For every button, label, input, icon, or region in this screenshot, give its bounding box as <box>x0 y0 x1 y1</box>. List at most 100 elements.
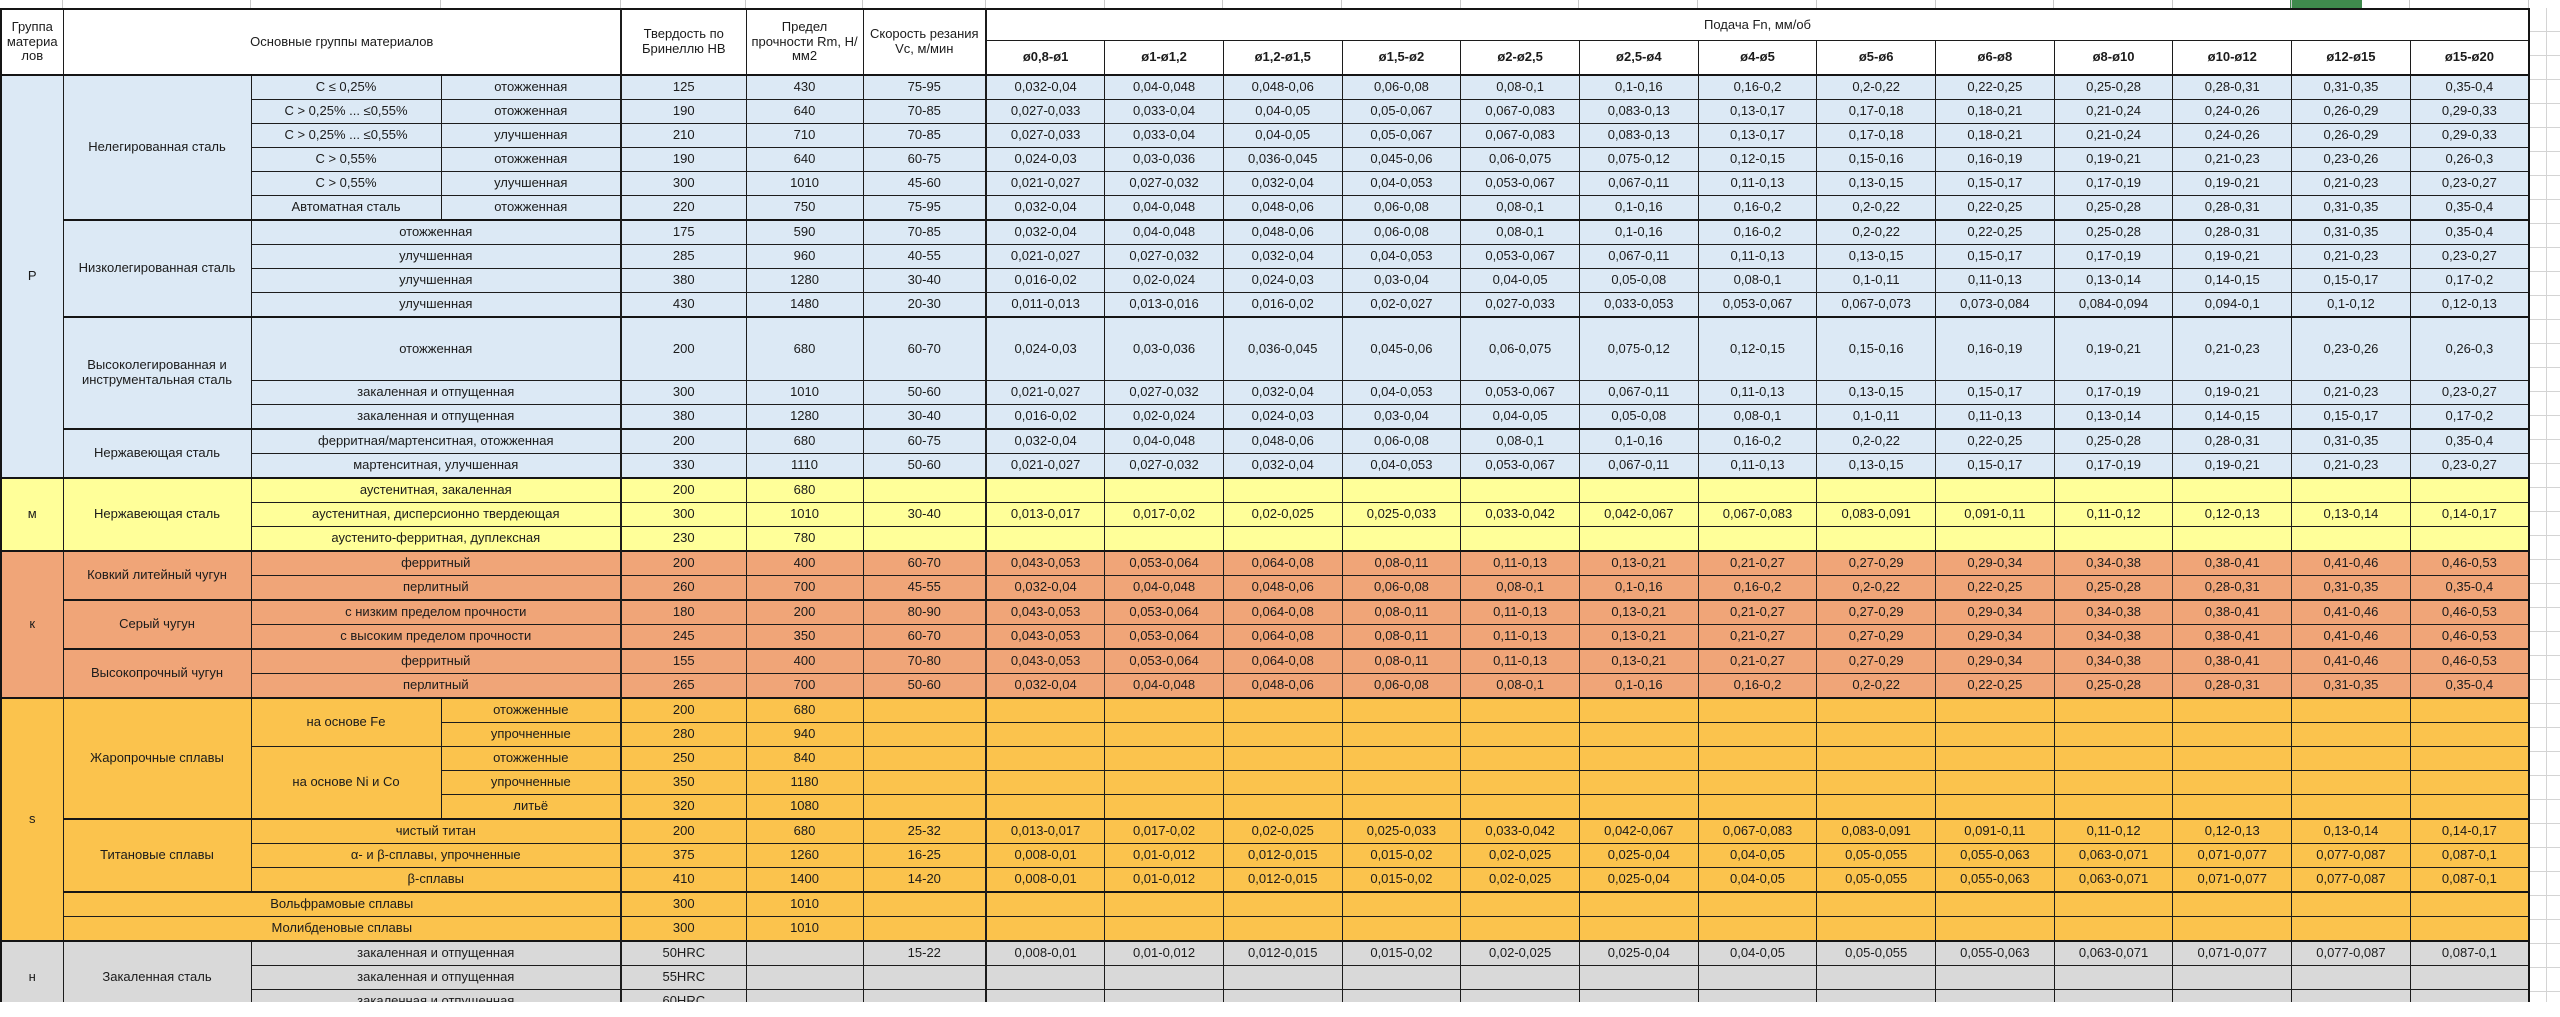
feed-cell[interactable] <box>1935 916 2055 942</box>
feed-cell[interactable]: 0,01-0,012 <box>1104 843 1224 868</box>
feed-cell[interactable]: 0,032-0,04 <box>1222 453 1343 479</box>
feed-cell[interactable]: 0,04-0,05 <box>1460 404 1580 430</box>
material-state-cell[interactable]: мартенситная, улучшенная <box>250 453 622 479</box>
feed-cell[interactable]: 0,084-0,094 <box>2053 292 2174 318</box>
feed-cell[interactable]: 0,024-0,03 <box>1222 404 1343 430</box>
feed-cell[interactable]: 0,34-0,38 <box>2053 599 2174 625</box>
feed-cell[interactable]: 0,19-0,21 <box>2172 244 2293 269</box>
feed-cell[interactable]: 0,06-0,075 <box>1460 316 1580 381</box>
material-name-cell[interactable]: Высокопрочный чугун <box>62 648 252 699</box>
material-state-cell[interactable]: отожженная <box>440 195 622 221</box>
material-state-cell[interactable]: закаленная и отпущенная <box>250 404 622 430</box>
strength-cell[interactable]: 840 <box>745 746 864 771</box>
feed-cell[interactable]: 0,25-0,28 <box>2053 195 2174 221</box>
feed-cell[interactable]: 0,26-0,29 <box>2291 99 2411 124</box>
feed-cell[interactable] <box>985 916 1106 942</box>
feed-cell[interactable]: 0,31-0,35 <box>2291 575 2411 601</box>
speed-cell[interactable] <box>862 722 987 747</box>
feed-cell[interactable]: 0,27-0,29 <box>1816 648 1937 674</box>
header-brinell-hardness[interactable]: Твердость по Бринеллю HB <box>620 8 747 76</box>
feed-cell[interactable]: 0,008-0,01 <box>985 867 1106 893</box>
strength-cell[interactable]: 1180 <box>745 770 864 795</box>
feed-cell[interactable]: 0,06-0,08 <box>1341 575 1462 601</box>
feed-cell[interactable]: 0,032-0,04 <box>985 575 1106 601</box>
feed-cell[interactable]: 0,34-0,38 <box>2053 648 2174 674</box>
feed-cell[interactable]: 0,14-0,15 <box>2172 268 2293 293</box>
material-name-cell[interactable]: Вольфрамовые сплавы <box>62 891 622 917</box>
feed-cell[interactable]: 0,22-0,25 <box>1935 575 2055 601</box>
feed-cell[interactable]: 0,08-0,1 <box>1460 219 1580 245</box>
material-state-cell[interactable]: ферритный <box>250 550 622 576</box>
feed-cell[interactable] <box>1816 477 1937 503</box>
feed-cell[interactable]: 0,048-0,06 <box>1222 74 1343 100</box>
feed-cell[interactable]: 0,08-0,11 <box>1341 550 1462 576</box>
feed-cell[interactable]: 0,17-0,18 <box>1816 99 1937 124</box>
feed-cell[interactable]: 0,008-0,01 <box>985 843 1106 868</box>
feed-cell[interactable]: 0,053-0,067 <box>1460 453 1580 479</box>
feed-cell[interactable]: 0,053-0,064 <box>1104 648 1224 674</box>
feed-cell[interactable] <box>2172 526 2293 552</box>
feed-cell[interactable] <box>1104 965 1224 990</box>
feed-cell[interactable]: 0,2-0,22 <box>1816 575 1937 601</box>
feed-cell[interactable]: 0,16-0,2 <box>1697 219 1818 245</box>
speed-cell[interactable]: 14-20 <box>862 867 987 893</box>
speed-cell[interactable]: 30-40 <box>862 404 987 430</box>
feed-cell[interactable] <box>1460 477 1580 503</box>
hardness-cell[interactable]: 200 <box>620 428 747 454</box>
feed-cell[interactable] <box>985 697 1106 723</box>
feed-cell[interactable]: 0,04-0,05 <box>1460 268 1580 293</box>
feed-cell[interactable] <box>2172 891 2293 917</box>
feed-cell[interactable]: 0,29-0,33 <box>2409 99 2530 124</box>
feed-cell[interactable]: 0,25-0,28 <box>2053 575 2174 601</box>
feed-cell[interactable]: 0,46-0,53 <box>2409 599 2530 625</box>
hardness-cell[interactable]: 200 <box>620 550 747 576</box>
feed-cell[interactable]: 0,048-0,06 <box>1222 673 1343 699</box>
hardness-cell[interactable]: 280 <box>620 722 747 747</box>
feed-cell[interactable]: 0,25-0,28 <box>2053 74 2174 100</box>
feed-cell[interactable]: 0,05-0,067 <box>1341 123 1462 148</box>
feed-cell[interactable]: 0,19-0,21 <box>2172 453 2293 479</box>
header-main-material-groups[interactable]: Основные группы материалов <box>62 8 622 76</box>
feed-cell[interactable]: 0,071-0,077 <box>2172 867 2293 893</box>
group-letter-cell[interactable]: к <box>0 550 64 699</box>
feed-cell[interactable]: 0,26-0,29 <box>2291 123 2411 148</box>
speed-cell[interactable]: 70-85 <box>862 219 987 245</box>
feed-cell[interactable] <box>1935 526 2055 552</box>
feed-cell[interactable] <box>1697 770 1818 795</box>
hardness-cell[interactable]: 250 <box>620 746 747 771</box>
feed-cell[interactable]: 0,03-0,04 <box>1341 268 1462 293</box>
feed-cell[interactable]: 0,067-0,11 <box>1578 453 1699 479</box>
feed-cell[interactable]: 0,22-0,25 <box>1935 195 2055 221</box>
feed-cell[interactable]: 0,21-0,24 <box>2053 99 2174 124</box>
speed-cell[interactable] <box>862 916 987 942</box>
feed-cell[interactable] <box>1816 770 1937 795</box>
feed-cell[interactable]: 0,087-0,1 <box>2409 843 2530 868</box>
feed-cell[interactable] <box>1578 770 1699 795</box>
feed-cell[interactable] <box>2172 965 2293 990</box>
feed-cell[interactable]: 0,043-0,053 <box>985 648 1106 674</box>
feed-cell[interactable]: 0,04-0,05 <box>1697 940 1818 966</box>
feed-cell[interactable] <box>1460 794 1580 820</box>
feed-cell[interactable]: 0,08-0,1 <box>1697 268 1818 293</box>
feed-cell[interactable]: 0,06-0,08 <box>1341 219 1462 245</box>
feed-cell[interactable] <box>1697 722 1818 747</box>
feed-cell[interactable]: 0,19-0,21 <box>2053 316 2174 381</box>
feed-cell[interactable]: 0,025-0,033 <box>1341 502 1462 527</box>
material-state-cell[interactable]: отожженная <box>440 147 622 172</box>
feed-cell[interactable]: 0,045-0,06 <box>1341 147 1462 172</box>
feed-cell[interactable]: 0,12-0,15 <box>1697 147 1818 172</box>
feed-cell[interactable] <box>1460 891 1580 917</box>
hardness-cell[interactable]: 200 <box>620 818 747 844</box>
feed-cell[interactable]: 0,04-0,05 <box>1222 123 1343 148</box>
feed-cell[interactable] <box>2053 746 2174 771</box>
speed-cell[interactable]: 70-85 <box>862 99 987 124</box>
feed-cell[interactable] <box>1104 697 1224 723</box>
feed-cell[interactable]: 0,04-0,053 <box>1341 244 1462 269</box>
feed-cell[interactable]: 0,1-0,16 <box>1578 428 1699 454</box>
feed-cell[interactable]: 0,21-0,23 <box>2172 316 2293 381</box>
feed-cell[interactable]: 0,036-0,045 <box>1222 147 1343 172</box>
feed-cell[interactable]: 0,01-0,012 <box>1104 867 1224 893</box>
feed-cell[interactable] <box>1578 477 1699 503</box>
header-diameter-9[interactable]: ø6-ø8 <box>1935 40 2055 76</box>
feed-cell[interactable] <box>2291 746 2411 771</box>
